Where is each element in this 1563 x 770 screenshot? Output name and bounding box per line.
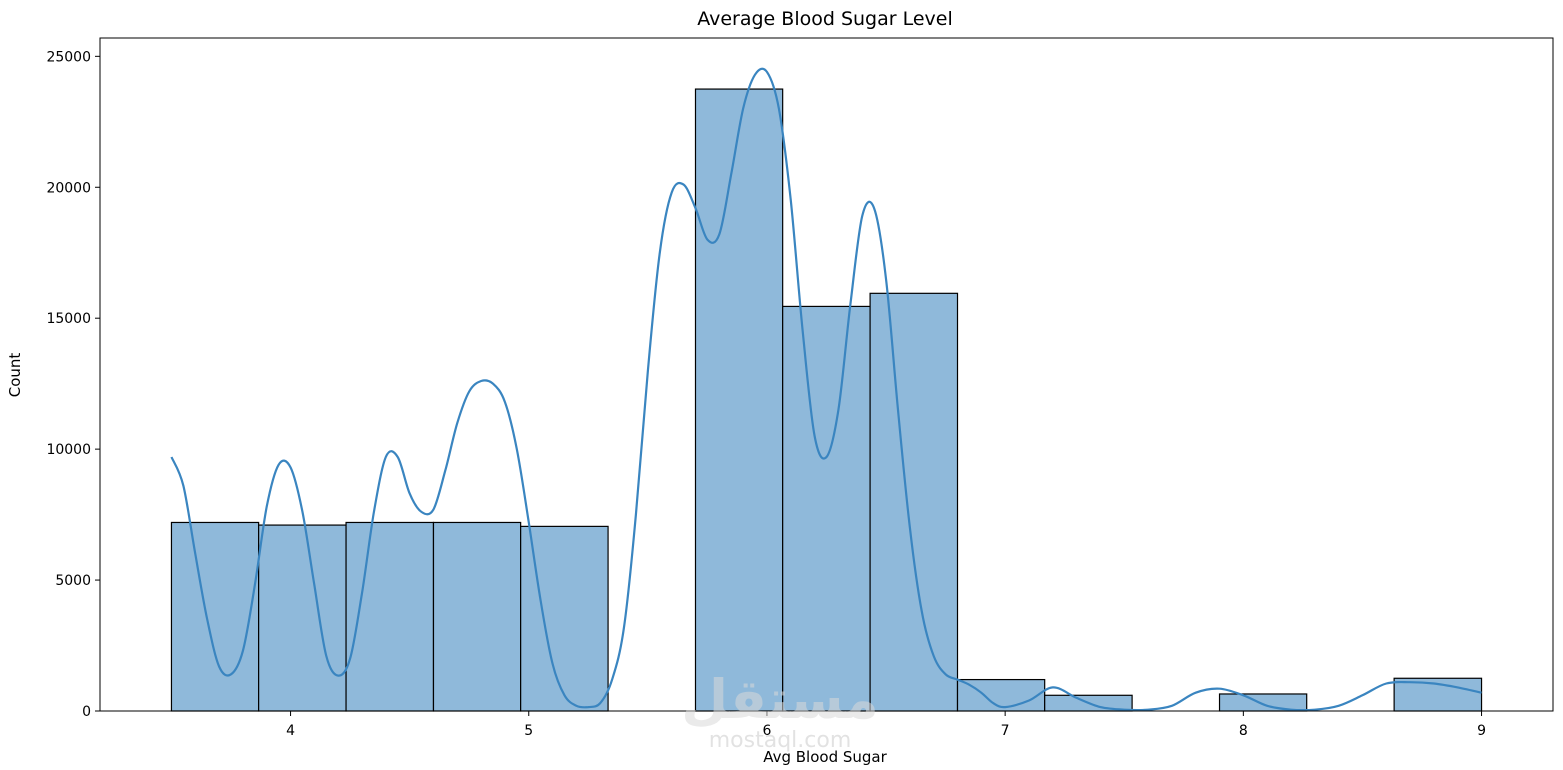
x-tick-label-6: 6 <box>762 723 771 739</box>
x-tick-label-5: 5 <box>524 723 533 739</box>
histogram-bar-1 <box>258 524 347 712</box>
histogram-bars <box>170 88 1483 712</box>
y-tick-label-5000: 5000 <box>55 573 91 589</box>
y-tick-label-0: 0 <box>82 704 91 720</box>
x-axis-label: Avg Blood Sugar <box>763 748 887 766</box>
axis-ticks: 4 5 6 7 8 9 0 5000 10000 15000 20000 25000 <box>46 49 1486 739</box>
y-tick-label-20000: 20000 <box>46 180 91 196</box>
watermark: مستقل mostaql.com <box>681 668 879 753</box>
watermark-text: mostaql.com <box>709 728 852 753</box>
x-tick-label-4: 4 <box>286 723 295 739</box>
histogram-bar-3 <box>432 521 522 712</box>
histogram-bar-12 <box>1218 693 1308 712</box>
kde-curve <box>170 67 1482 712</box>
histogram-bar-7 <box>782 305 871 712</box>
x-tick-label-9: 9 <box>1477 723 1486 739</box>
y-axis-label: Count <box>6 353 24 398</box>
y-tick-label-10000: 10000 <box>46 442 91 458</box>
watermark-logo: مستقل <box>681 668 879 731</box>
plot-frame <box>99 37 1554 712</box>
x-tick-label-7: 7 <box>1001 723 1010 739</box>
y-tick-label-15000: 15000 <box>46 311 91 327</box>
histogram-bar-8 <box>869 292 959 712</box>
x-tick-label-8: 8 <box>1239 723 1248 739</box>
chart-title: Average Blood Sugar Level <box>697 8 953 30</box>
y-tick-label-25000: 25000 <box>46 49 91 65</box>
histogram-bar-0 <box>170 521 260 712</box>
histogram-bar-6 <box>694 88 784 712</box>
